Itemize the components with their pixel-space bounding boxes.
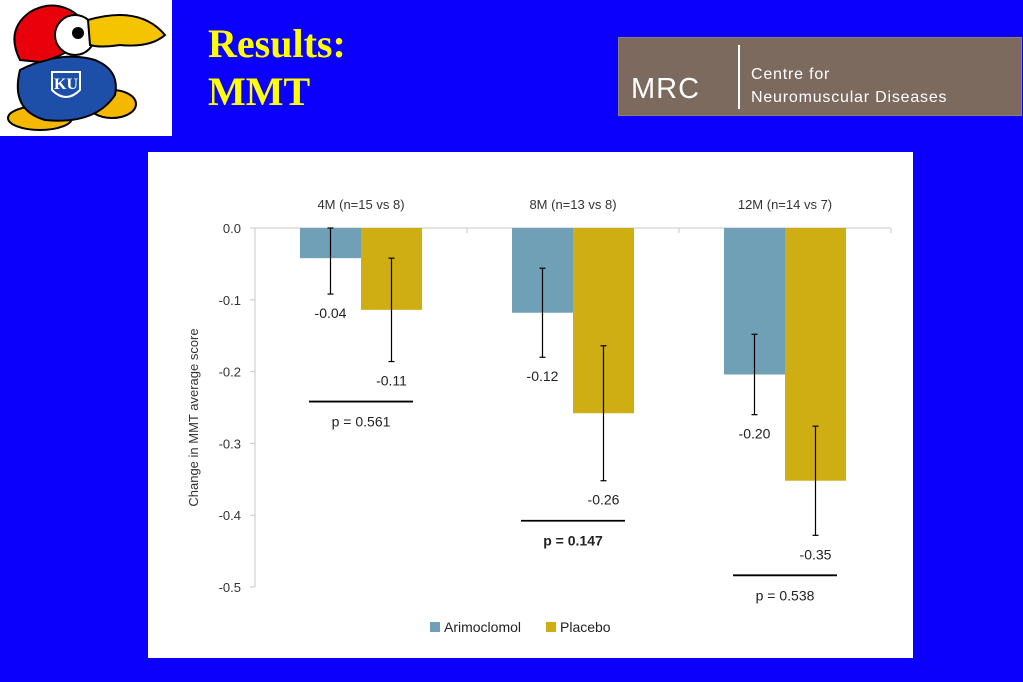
mrc-logo-line-2: Neuromuscular Diseases [751, 89, 948, 106]
slide-title: Results: MMT [208, 20, 346, 116]
legend-swatch-arimoclomol [430, 622, 440, 632]
legend-label-arimoclomol: Arimoclomol [444, 619, 521, 635]
chart-panel: 0.0 -0.1 -0.2 -0.3 -0.4 -0.5 Change in MMT ave… [148, 152, 913, 658]
data-label: -0.35 [800, 546, 832, 562]
data-label: -0.26 [588, 492, 620, 508]
category-label: 8M (n=13 vs 8) [529, 197, 616, 212]
y-tick-label: -0.5 [219, 580, 241, 595]
ku-jayhawk-logo: KU [0, 0, 172, 136]
mrc-logo-divider [738, 45, 740, 109]
category-label: 4M (n=15 vs 8) [317, 197, 404, 212]
y-tick-label: -0.3 [219, 436, 241, 451]
y-tick-label: -0.1 [219, 293, 241, 308]
ku-logo-text: KU [54, 76, 78, 93]
y-tick-label: -0.4 [219, 508, 241, 523]
mrc-logo: MRC Centre for Neuromuscular Diseases [618, 37, 1022, 116]
y-tick-label: 0.0 [223, 221, 241, 236]
mrc-abbreviation: MRC [631, 73, 701, 105]
legend-swatch-placebo [546, 622, 556, 632]
pvalue-label: p = 0.147 [543, 533, 603, 549]
title-line-1: Results: [208, 21, 346, 66]
jayhawk-mascot-icon: KU [7, 4, 167, 131]
pvalue-label: p = 0.538 [756, 587, 815, 603]
data-label: -0.12 [527, 368, 559, 384]
y-axis-label: Change in MMT average score [186, 328, 201, 506]
category-label: 12M (n=14 vs 7) [738, 197, 832, 212]
mmt-bar-chart: 0.0 -0.1 -0.2 -0.3 -0.4 -0.5 Change in MMT ave… [186, 197, 892, 635]
title-line-2: MMT [208, 69, 311, 114]
data-label: -0.04 [315, 305, 347, 321]
y-tick-label: -0.2 [219, 365, 241, 380]
pvalue-label: p = 0.561 [332, 414, 391, 430]
mrc-logo-line-1: Centre for [751, 66, 831, 83]
legend-label-placebo: Placebo [560, 619, 611, 635]
data-label: -0.20 [739, 426, 771, 442]
data-label: -0.11 [376, 373, 407, 389]
